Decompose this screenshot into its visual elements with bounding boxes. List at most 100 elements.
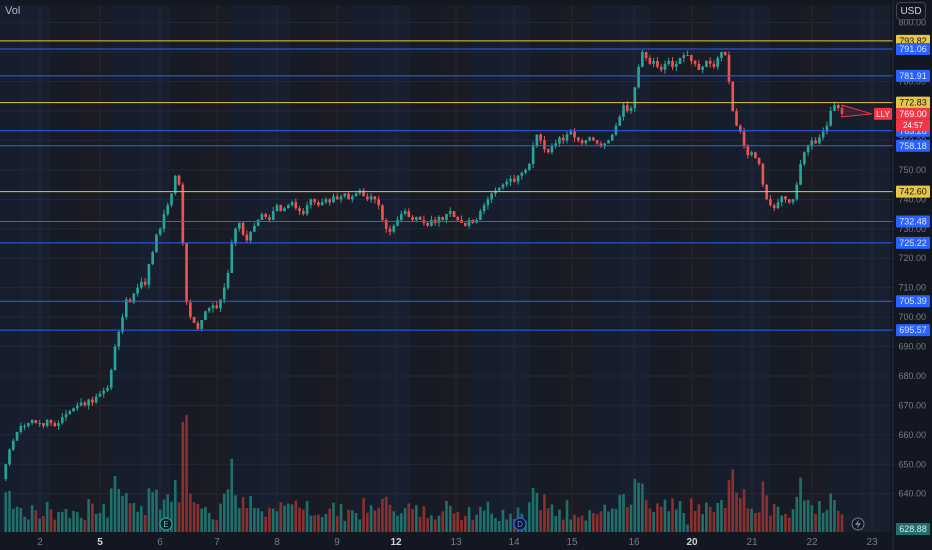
y-tick-label: 710.00	[898, 283, 926, 293]
volume-bar	[437, 515, 441, 532]
candle-body	[531, 146, 535, 164]
candle-body	[234, 228, 237, 244]
candle-body	[136, 287, 139, 294]
candle-body	[177, 175, 181, 185]
candle-body	[396, 219, 399, 226]
volume-bar	[558, 509, 561, 532]
volume-bar	[260, 511, 264, 532]
volume-bar	[49, 509, 53, 532]
candle-body	[705, 60, 708, 67]
volume-bar	[769, 515, 772, 532]
volume-bar	[584, 520, 588, 532]
currency-button[interactable]: USD	[896, 2, 926, 20]
session-band	[230, 5, 260, 532]
volume-bar	[501, 509, 505, 532]
volume-bar	[648, 508, 652, 532]
volume-label: Vol	[5, 5, 21, 17]
volume-bar	[407, 503, 411, 532]
volume-bar	[535, 492, 539, 532]
volume-bar	[603, 504, 607, 532]
volume-bar	[448, 505, 452, 532]
volume-bar	[776, 506, 780, 532]
volume-bar	[693, 511, 697, 532]
candle-body	[189, 302, 192, 318]
candle-body	[196, 322, 200, 329]
session-band	[800, 5, 830, 532]
candle-body	[366, 196, 369, 200]
volume-bar	[279, 502, 283, 532]
candle-body	[528, 163, 531, 170]
volume-bar	[27, 519, 30, 532]
volume-bar	[482, 510, 486, 532]
candle-body	[637, 66, 640, 88]
support-tag-bg	[896, 295, 930, 308]
volume-bar	[818, 501, 821, 532]
volume-bar	[113, 476, 117, 532]
volume-bar	[305, 501, 309, 532]
candle-body	[565, 134, 569, 141]
candle-body	[347, 193, 350, 200]
volume-bar	[237, 508, 241, 532]
volume-bar	[196, 504, 200, 532]
volume-bar	[72, 510, 75, 532]
candle-body	[791, 199, 795, 203]
candle-body	[53, 423, 57, 427]
volume-bar	[79, 517, 83, 532]
candle-body	[230, 243, 234, 273]
volume-bar	[275, 511, 279, 532]
volume-bar	[332, 502, 335, 532]
session-band	[740, 5, 770, 532]
candle-body	[588, 137, 591, 141]
volume-bar	[350, 510, 354, 532]
x-tick-label: 12	[390, 537, 402, 548]
candle-body	[569, 131, 573, 135]
volume-bar	[625, 507, 629, 532]
y-tick-label: 720.00	[898, 253, 926, 263]
candle-body	[799, 163, 802, 185]
candle-body	[418, 216, 422, 220]
candle-body	[482, 205, 486, 212]
volume-bar	[343, 520, 347, 532]
volume-bar	[87, 499, 90, 532]
session-band	[260, 5, 290, 532]
support-tag: 705.39	[899, 296, 927, 306]
candle-body	[682, 55, 686, 58]
candle-body	[260, 214, 264, 220]
volume-bar	[253, 507, 256, 532]
x-tick-label: 23	[866, 537, 878, 548]
candle-body	[580, 140, 584, 144]
volume-bar	[456, 512, 460, 532]
volume-bar	[381, 498, 384, 532]
candle-body	[539, 134, 542, 141]
volume-bar	[686, 524, 689, 532]
volume-bar	[302, 509, 305, 532]
volume-bar	[738, 498, 742, 532]
candle-body	[825, 125, 829, 132]
session-band	[350, 5, 380, 532]
volume-bar	[460, 520, 463, 532]
candle-body	[19, 426, 23, 432]
volume-bar	[4, 492, 8, 532]
candle-body	[245, 234, 249, 241]
candle-body	[441, 216, 445, 220]
volume-bar	[15, 506, 19, 532]
candle-body	[298, 208, 301, 212]
volume-bar	[475, 514, 478, 532]
volume-bar	[723, 508, 727, 532]
candle-body	[512, 178, 516, 182]
x-tick-label: 20	[686, 537, 698, 548]
y-tick-label: 730.00	[898, 224, 926, 234]
volume-bar	[697, 504, 701, 532]
candle-body	[456, 216, 460, 220]
volume-bar	[622, 494, 625, 532]
volume-tag-bg	[896, 523, 930, 535]
volume-bar	[222, 493, 226, 532]
candle-body	[403, 211, 407, 215]
candle-body	[94, 396, 98, 403]
volume-bar	[98, 513, 102, 532]
candle-body	[479, 211, 482, 220]
candle-body	[64, 414, 68, 418]
volume-bar	[418, 516, 422, 532]
